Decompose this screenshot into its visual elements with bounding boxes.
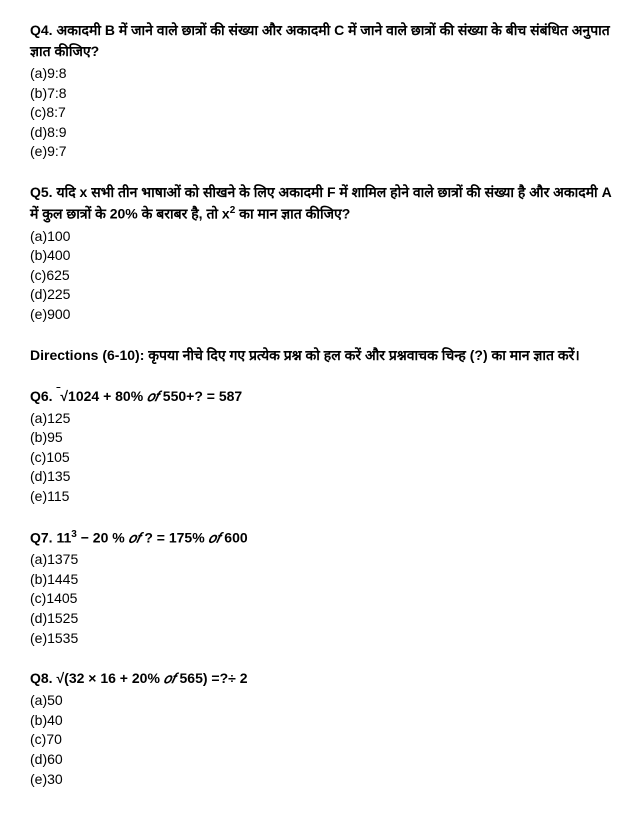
q5-body-2: का मान ज्ञात कीजिए? — [235, 206, 350, 222]
q4-option-c: (c)8:7 — [30, 103, 613, 123]
q8-of: 𝑜𝑓 — [164, 670, 176, 686]
q7-expr-p1: 11 — [56, 529, 71, 545]
question-5: Q5. यदि x सभी तीन भाषाओं को सीखने के लिए… — [30, 182, 613, 325]
q7-expr-p4: 600 — [220, 529, 247, 545]
question-5-text: Q5. यदि x सभी तीन भाषाओं को सीखने के लिए… — [30, 182, 613, 225]
question-7-text: Q7. 113 − 20 % 𝑜𝑓 ? = 175% 𝑜𝑓 600 — [30, 527, 613, 549]
q4-option-d: (d)8:9 — [30, 123, 613, 143]
question-4: Q4. अकादमी B में जाने वाले छात्रों की सं… — [30, 20, 613, 162]
question-6: Q6. √1024 + 80% 𝑜𝑓 550+? = 587 (a)125 (b… — [30, 386, 613, 507]
question-7: Q7. 113 − 20 % 𝑜𝑓 ? = 175% 𝑜𝑓 600 (a)137… — [30, 527, 613, 649]
q7-option-e: (e)1535 — [30, 629, 613, 649]
q6-prefix: Q6. — [30, 388, 53, 404]
q5-option-e: (e)900 — [30, 305, 613, 325]
q4-option-a: (a)9:8 — [30, 64, 613, 84]
question-6-text: Q6. √1024 + 80% 𝑜𝑓 550+? = 587 — [30, 386, 613, 407]
q8-option-d: (d)60 — [30, 750, 613, 770]
q6-option-c: (c)105 — [30, 448, 613, 468]
q6-option-b: (b)95 — [30, 428, 613, 448]
q5-option-b: (b)400 — [30, 246, 613, 266]
q6-option-e: (e)115 — [30, 487, 613, 507]
q4-prefix: Q4. — [30, 22, 53, 38]
q5-prefix: Q5. — [30, 184, 53, 200]
q7-prefix: Q7. — [30, 529, 53, 545]
q4-option-e: (e)9:7 — [30, 142, 613, 162]
q4-body: अकादमी B में जाने वाले छात्रों की संख्या… — [30, 22, 610, 59]
directions-6-10: Directions (6-10): कृपया नीचे दिए गए प्र… — [30, 345, 613, 366]
q8-option-b: (b)40 — [30, 711, 613, 731]
q6-of: 𝑜𝑓 — [147, 388, 159, 404]
q7-option-d: (d)1525 — [30, 609, 613, 629]
q5-option-c: (c)625 — [30, 266, 613, 286]
q7-expr-p2: − 20 % — [77, 529, 129, 545]
q8-option-a: (a)50 — [30, 691, 613, 711]
q7-of2: 𝑜𝑓 — [209, 529, 221, 545]
q5-option-d: (d)225 — [30, 285, 613, 305]
question-8-text: Q8. √(32 × 16 + 20% 𝑜𝑓 565) =?÷ 2 — [30, 668, 613, 689]
q7-expr-p3: ? = 175% — [140, 529, 208, 545]
q7-option-c: (c)1405 — [30, 589, 613, 609]
q5-option-a: (a)100 — [30, 227, 613, 247]
q8-option-c: (c)70 — [30, 730, 613, 750]
q8-prefix: Q8. — [30, 670, 53, 686]
q8-expr-p2: 565) =?÷ 2 — [176, 670, 248, 686]
q6-option-a: (a)125 — [30, 409, 613, 429]
q7-option-a: (a)1375 — [30, 550, 613, 570]
q8-expr-p1: √(32 × 16 + 20% — [56, 670, 163, 686]
q4-option-b: (b)7:8 — [30, 84, 613, 104]
question-4-text: Q4. अकादमी B में जाने वाले छात्रों की सं… — [30, 20, 613, 62]
question-8: Q8. √(32 × 16 + 20% 𝑜𝑓 565) =?÷ 2 (a)50 … — [30, 668, 613, 789]
directions-text: कृपया नीचे दिए गए प्रत्येक प्रश्न को हल … — [148, 347, 579, 363]
q7-option-b: (b)1445 — [30, 570, 613, 590]
q7-of1: 𝑜𝑓 — [129, 529, 141, 545]
q6-option-d: (d)135 — [30, 467, 613, 487]
q8-option-e: (e)30 — [30, 770, 613, 790]
q6-expr-p1: √1024 + 80% — [60, 388, 147, 404]
directions-prefix: Directions (6-10): — [30, 347, 144, 363]
q6-expr-p2: 550+? = 587 — [159, 388, 242, 404]
